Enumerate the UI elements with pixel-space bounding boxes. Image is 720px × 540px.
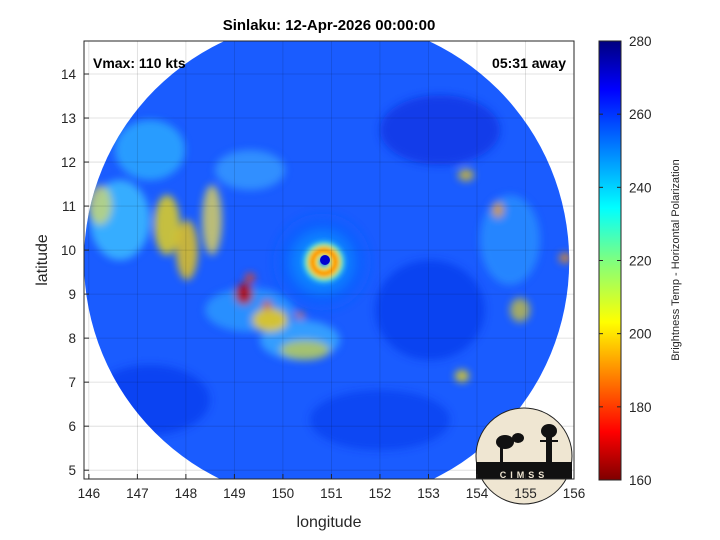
x-tick-label: 151 xyxy=(320,486,343,501)
colorbar-tick-label: 220 xyxy=(629,254,652,269)
colorbar-tick-label: 160 xyxy=(629,473,652,488)
x-tick-label: 152 xyxy=(369,486,392,501)
x-tick-label: 155 xyxy=(514,486,537,501)
y-axis-label: latitude xyxy=(34,234,51,286)
colorbar-tick-label: 240 xyxy=(629,180,652,195)
colorbar-ticks: 160 180 200 220 240 260 280 xyxy=(599,34,652,488)
x-tick-label: 153 xyxy=(417,486,440,501)
plot-title: Sinlaku: 12-Apr-2026 00:00:00 xyxy=(223,17,436,34)
y-tick-label: 8 xyxy=(68,331,76,346)
cimss-logo: CIMSS xyxy=(475,407,573,505)
colorbar-tick-label: 200 xyxy=(629,327,652,342)
y-tick-label: 13 xyxy=(61,111,76,126)
x-tick-label: 150 xyxy=(272,486,295,501)
y-tick-label: 12 xyxy=(61,155,76,170)
y-tick-label: 9 xyxy=(68,287,76,302)
cimss-logo-text: CIMSS xyxy=(500,470,549,480)
x-tick-label: 149 xyxy=(223,486,246,501)
x-tick-label: 148 xyxy=(175,486,198,501)
y-tick-label: 7 xyxy=(68,375,76,390)
colorbar-tick-label: 260 xyxy=(629,107,652,122)
y-tick-label: 14 xyxy=(61,67,77,82)
colorbar-label: Brightness Temp - Horizontal Polarizatio… xyxy=(670,159,682,361)
vmax-label: Vmax: 110 kts xyxy=(93,55,186,71)
brightness-temperature-swath xyxy=(84,41,570,479)
y-tick-label: 6 xyxy=(68,419,76,434)
colorbar-tick-label: 180 xyxy=(629,400,652,415)
axes-frame xyxy=(83,40,575,480)
colorbar-tick-label: 280 xyxy=(629,34,652,49)
x-axis-label: longitude xyxy=(297,514,362,531)
gridlines xyxy=(84,41,575,479)
x-tick-label: 146 xyxy=(78,486,101,501)
x-tick-label: 156 xyxy=(563,486,586,501)
colorbar: 160 180 200 220 240 260 280 Brightness Temp - … xyxy=(598,34,682,488)
x-tick-label: 154 xyxy=(466,486,489,501)
y-tick-label: 5 xyxy=(68,463,76,478)
x-tick-label: 147 xyxy=(126,486,149,501)
time-away-label: 05:31 away xyxy=(492,55,566,71)
axis-ticks: 146 147 148 149 150 151 152 153 154 155 156 5 6 7 8 9 10… xyxy=(61,67,585,501)
y-tick-label: 11 xyxy=(62,199,76,214)
y-tick-label: 10 xyxy=(61,243,76,258)
